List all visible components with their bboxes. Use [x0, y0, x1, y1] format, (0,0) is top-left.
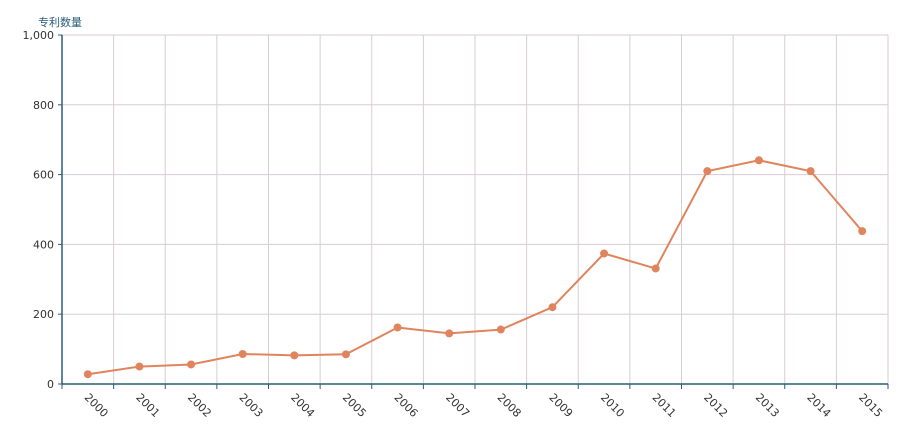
- y-tick-label: 200: [33, 308, 54, 321]
- data-point[interactable]: [806, 167, 815, 176]
- data-point[interactable]: [290, 351, 299, 360]
- x-tick-label: 2009: [546, 391, 575, 420]
- data-point[interactable]: [703, 167, 712, 176]
- data-point[interactable]: [445, 329, 454, 338]
- series-line: [87, 159, 863, 376]
- x-tick-label: 2004: [288, 391, 317, 420]
- x-tick-label: 2013: [753, 391, 782, 420]
- grid: [62, 34, 889, 384]
- data-point[interactable]: [600, 249, 609, 258]
- x-tick-label: 2006: [391, 391, 420, 420]
- data-point[interactable]: [135, 362, 144, 371]
- x-ticks: 2000 2001 2002 2003 2004 2005 2006 2007 2008 2009…: [61, 384, 889, 420]
- x-tick-label: 2007: [443, 391, 472, 420]
- x-tick-label: 2001: [133, 391, 162, 420]
- x-tick-label: 2014: [804, 391, 833, 420]
- x-tick-label: 2000: [82, 391, 111, 420]
- x-tick-label: 2003: [237, 391, 266, 420]
- data-point[interactable]: [393, 323, 402, 332]
- data-point[interactable]: [83, 370, 92, 379]
- x-tick-label: 2012: [701, 391, 730, 420]
- x-tick-label: 2008: [495, 391, 524, 420]
- y-tick-label: 1,000: [23, 29, 55, 42]
- data-point[interactable]: [341, 350, 350, 359]
- data-point[interactable]: [548, 303, 557, 312]
- y-ticks: 0 200 400 600 800 1,000: [23, 29, 62, 391]
- y-tick-label: 800: [33, 99, 54, 112]
- y-tick-label: 0: [47, 378, 54, 391]
- data-point[interactable]: [651, 264, 660, 273]
- x-tick-label: 2005: [340, 391, 369, 420]
- x-tick-label: 2002: [185, 391, 214, 420]
- data-point[interactable]: [754, 156, 763, 165]
- y-axis-label: 专利数量: [38, 15, 82, 29]
- data-point[interactable]: [187, 360, 196, 369]
- data-point[interactable]: [496, 325, 505, 334]
- data-point[interactable]: [858, 227, 867, 236]
- y-tick-label: 600: [33, 169, 54, 182]
- x-tick-label: 2010: [598, 391, 627, 420]
- x-tick-label: 2015: [856, 391, 885, 420]
- series-layer: [83, 156, 867, 379]
- x-tick-label: 2011: [650, 391, 679, 420]
- y-tick-label: 400: [33, 238, 54, 251]
- data-point[interactable]: [238, 349, 247, 358]
